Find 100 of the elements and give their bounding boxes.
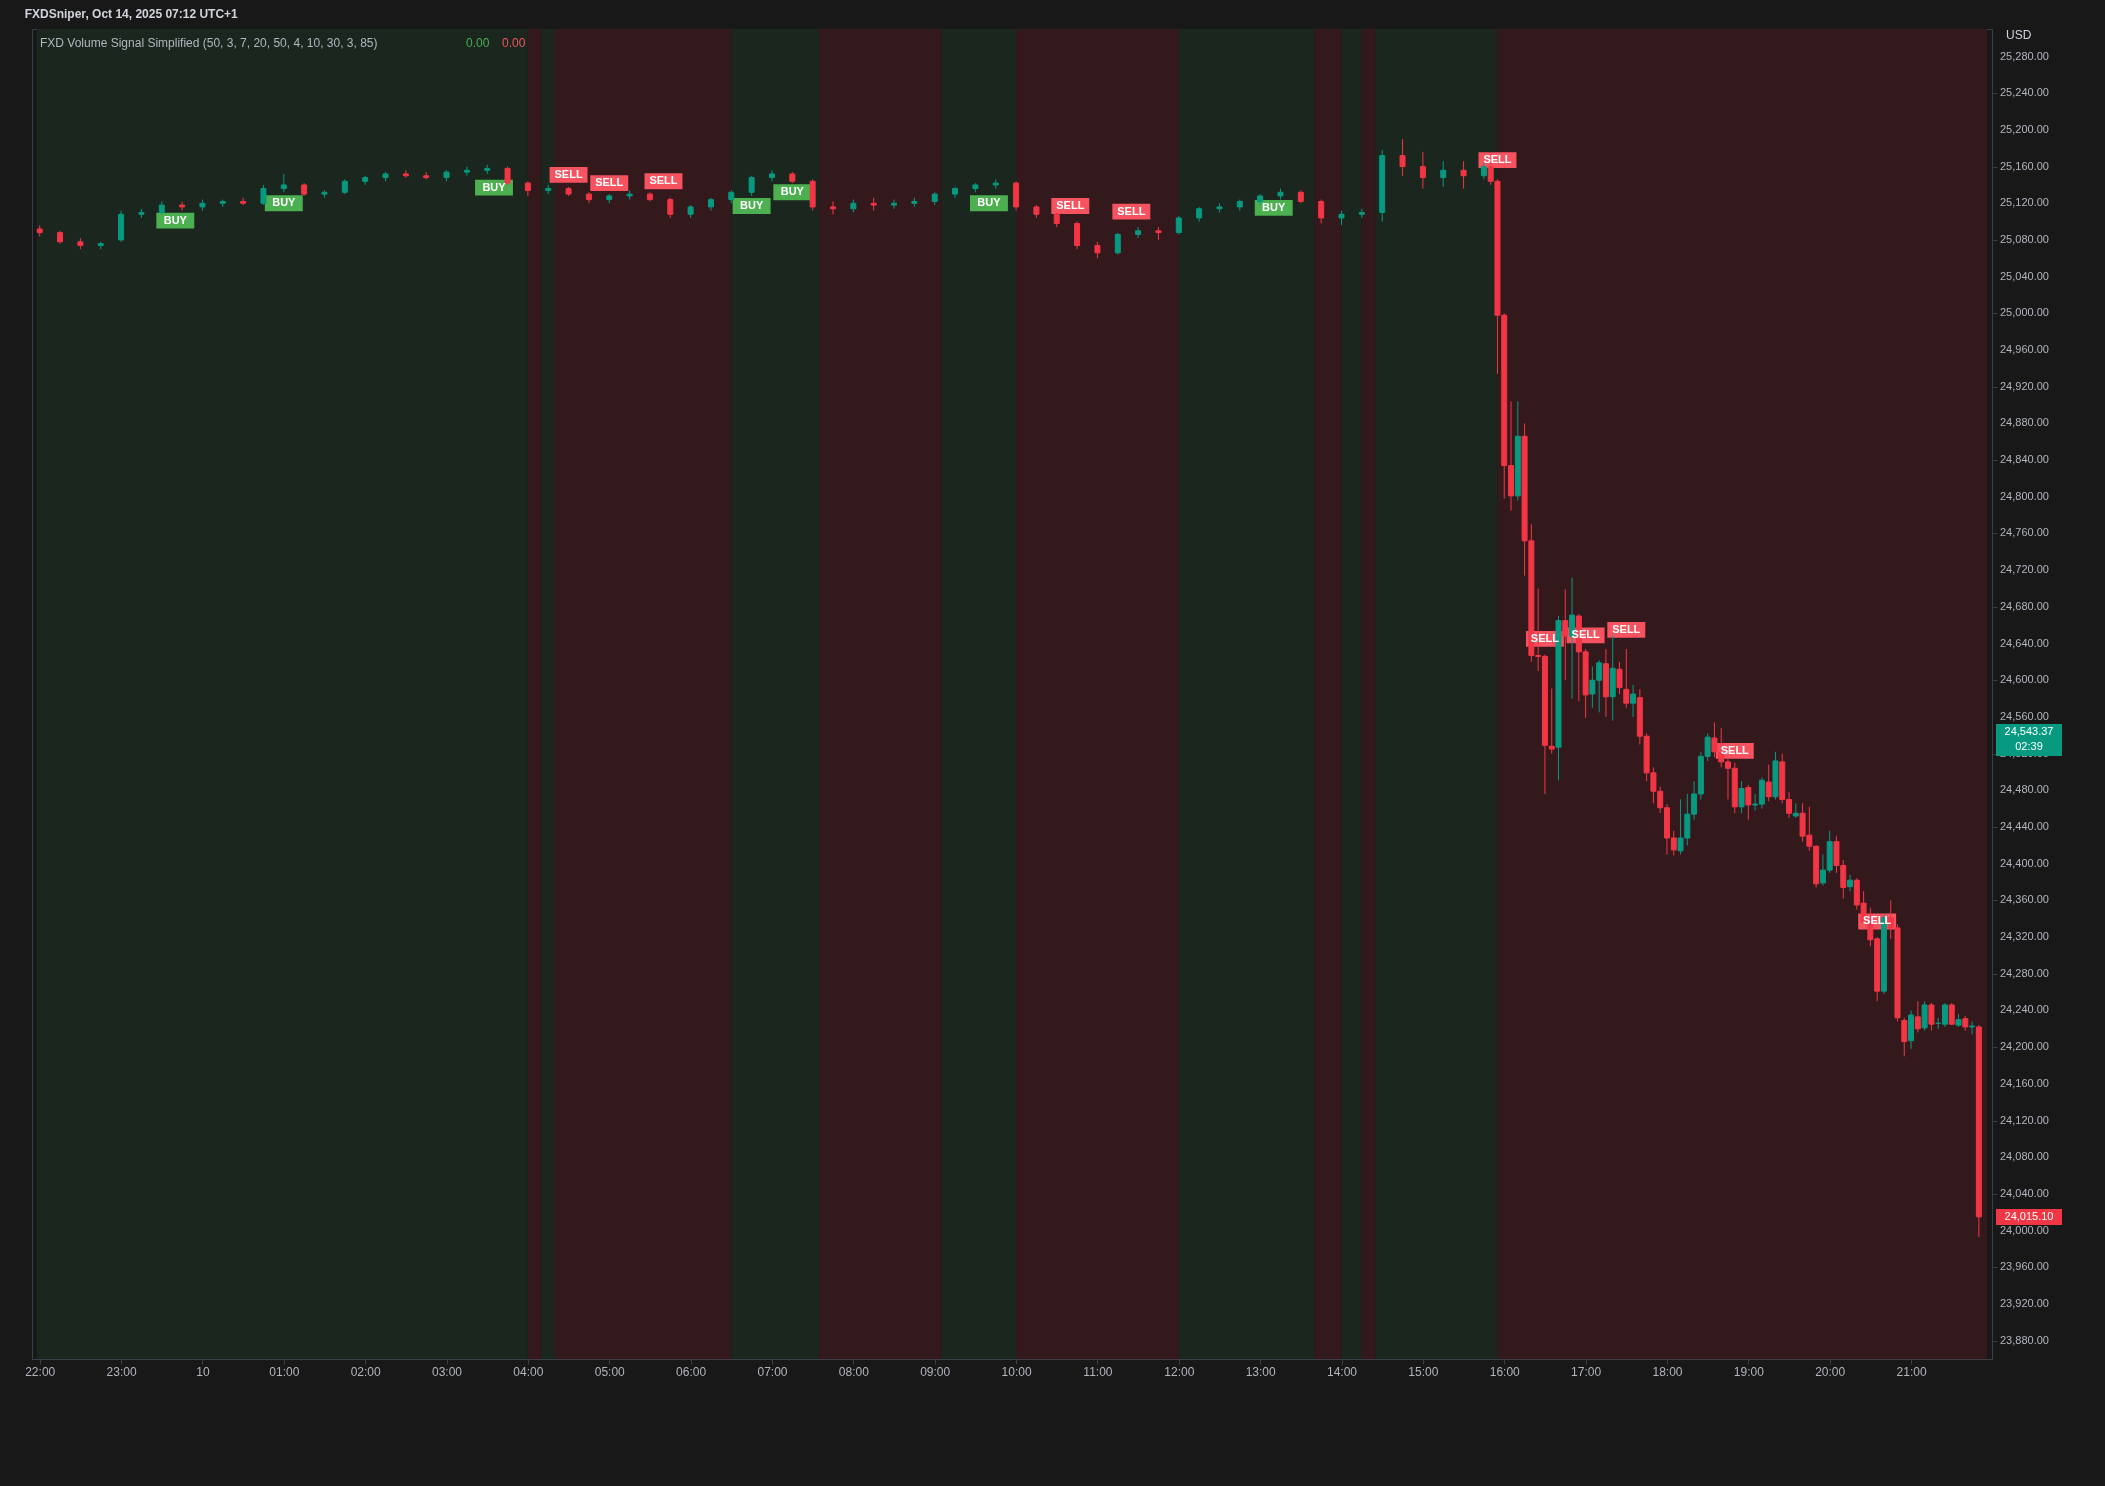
x-tick-label: 09:00	[920, 1364, 951, 1379]
candlestick	[1440, 160, 1447, 188]
annotation: SELL	[554, 167, 583, 180]
y-tick-label: 24,640.00	[2000, 636, 2049, 649]
annotation: SELL	[595, 176, 624, 189]
x-tick-label: 05:00	[594, 1364, 626, 1379]
x-tick-label: 13:00	[1245, 1364, 1276, 1379]
candlestick	[463, 166, 470, 177]
candlestick	[1460, 160, 1467, 190]
y-tick-label: 24,920.00	[2000, 379, 2049, 392]
y-tick-label: 25,080.00	[2000, 232, 2049, 245]
candlestick	[1914, 1000, 1921, 1033]
x-tick-label: 22:00	[25, 1364, 56, 1379]
y-tick-label: 25,240.00	[2000, 86, 2049, 99]
y-tick-label: 25,200.00	[2000, 122, 2049, 135]
text: 02:39	[2015, 740, 2043, 752]
y-tick-label: 23,960.00	[2000, 1260, 2049, 1273]
x-tick-label: 11:00	[1083, 1364, 1113, 1379]
candlestick	[1114, 232, 1121, 256]
candlestick	[1135, 226, 1142, 239]
candlestick	[1630, 684, 1637, 718]
y-tick-label: 24,280.00	[2000, 966, 2049, 979]
text: 24,015.10	[2004, 1210, 2054, 1222]
candlestick	[667, 197, 674, 219]
y-tick-label: 24,080.00	[2000, 1150, 2049, 1163]
annotation: 0.00	[466, 36, 490, 50]
y-tick-label: 25,160.00	[2000, 159, 2049, 172]
candlestick	[280, 173, 287, 193]
y-tick-label: 24,440.00	[2000, 820, 2049, 832]
y-tick-label: 24,480.00	[2000, 783, 2049, 796]
x-tick-label: 10:00	[1001, 1364, 1032, 1379]
candlestick	[1318, 199, 1325, 224]
candlestick	[1745, 784, 1752, 821]
x-tick-label: 14:00	[1327, 1364, 1358, 1379]
y-tick-label: 24,360.00	[2000, 893, 2049, 906]
x-tick-label: 10	[196, 1364, 210, 1379]
text: 24,543.37	[2004, 725, 2054, 737]
x-tick-label: 20:00	[1815, 1364, 1846, 1379]
candlestick	[748, 175, 755, 197]
x-tick-label: 21:00	[1896, 1364, 1927, 1379]
y-tick-label: 24,840.00	[2000, 453, 2049, 466]
y-tick-label: 25,280.00	[2000, 49, 2049, 62]
y-tick-label: 24,960.00	[2000, 343, 2049, 356]
x-tick-label: 12:00	[1164, 1364, 1195, 1379]
y-tick-label: 24,400.00	[2000, 856, 2049, 869]
candlestick	[504, 166, 511, 186]
annotation: BUY	[740, 199, 764, 212]
candlestick	[1765, 764, 1772, 802]
x-tick-label: 03:00	[432, 1364, 463, 1379]
candlestick	[1175, 215, 1182, 235]
annotation: BUY	[1262, 200, 1286, 213]
y-tick-label: 25,000.00	[2000, 306, 2049, 319]
candlestick	[1623, 648, 1630, 709]
y-tick-label: 25,040.00	[2000, 269, 2049, 282]
candlestick	[240, 197, 247, 206]
y-tick-label: 24,800.00	[2000, 489, 2049, 502]
x-tick-label: 17:00	[1571, 1364, 1602, 1379]
annotation: SELL	[1056, 199, 1085, 212]
annotation: BUY	[163, 213, 188, 226]
y-tick-label: 24,160.00	[2000, 1076, 2049, 1089]
candlestick	[1928, 1002, 1935, 1032]
text: USD	[2006, 28, 2032, 42]
x-tick-label: 06:00	[676, 1364, 707, 1379]
y-tick-label: 24,760.00	[2000, 526, 2049, 539]
candlestick	[179, 200, 186, 212]
x-tick-label: 01:00	[269, 1364, 300, 1379]
text: FXD Volume Signal Simplified (50, 3, 7, 20, 50, 4, 10, 30, 3, 85)	[40, 36, 378, 50]
candlestick	[1399, 138, 1406, 177]
y-tick-label: 23,920.00	[2000, 1296, 2049, 1309]
annotation: SELL	[649, 174, 678, 187]
y-tick-label: 23,880.00	[2000, 1333, 2049, 1346]
candlestick	[1901, 1017, 1908, 1057]
y-tick-label: 24,560.00	[2000, 709, 2049, 722]
candlestick	[891, 199, 898, 210]
annotation: SELL	[1612, 622, 1641, 635]
x-tick-label: 18:00	[1652, 1364, 1683, 1379]
annotation: SELL	[1483, 153, 1512, 166]
annotation: BUY	[482, 180, 507, 193]
candlestick	[1419, 151, 1426, 190]
candlestick	[1548, 688, 1555, 755]
x-tick-label: 07:00	[757, 1364, 788, 1379]
candlestick	[830, 200, 836, 215]
y-tick-label: 25,120.00	[2000, 196, 2049, 209]
annotation: SELL	[1720, 743, 1750, 756]
annotation: SELL	[1117, 204, 1146, 217]
x-tick-label: 04:00	[513, 1364, 544, 1379]
y-tick-label: 24,880.00	[2000, 416, 2049, 429]
y-tick-label: 24,120.00	[2000, 1113, 2049, 1126]
y-tick-label: 24,320.00	[2000, 930, 2049, 943]
candlestick	[1711, 721, 1718, 758]
y-tick-label: 24,000.00	[2000, 1223, 2049, 1236]
chart-title: FXDSniper, Oct 14, 2025 07:12 UTC+1	[24, 7, 239, 21]
x-tick-label: 23:00	[106, 1364, 137, 1379]
candlestick	[1562, 588, 1569, 681]
y-tick-label: 24,040.00	[2000, 1186, 2049, 1199]
annotation: 0.00	[502, 36, 526, 50]
x-tick-label: 02:00	[350, 1364, 381, 1379]
x-tick-label: 15:00	[1408, 1364, 1439, 1379]
y-tick-label: 24,200.00	[2000, 1040, 2049, 1053]
candlestick	[1738, 780, 1745, 814]
